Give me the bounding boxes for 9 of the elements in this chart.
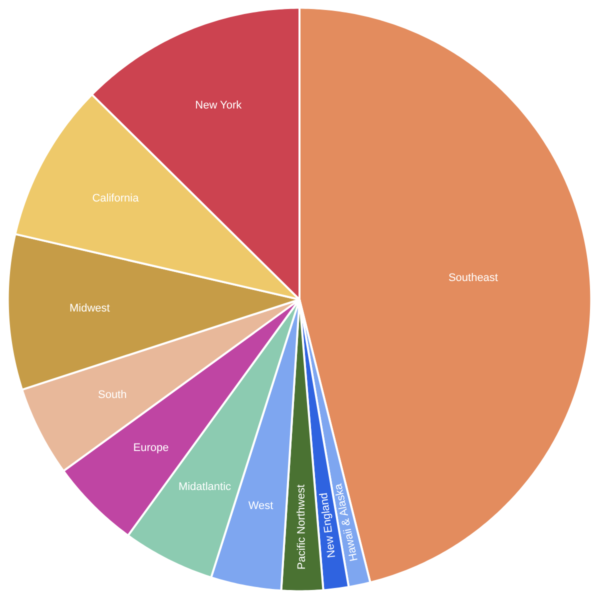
slice-label: Southeast [448,272,498,284]
slice-label: South [98,388,127,401]
slice-label: Europe [133,442,169,454]
slice-label: California [92,192,140,204]
slice-label: Pacific Northwest [295,484,308,570]
slice-label: Midatlantic [178,480,232,493]
slice-label: New York [195,100,242,112]
slice-label: West [248,500,274,512]
slice-label: Midwest [70,302,110,315]
